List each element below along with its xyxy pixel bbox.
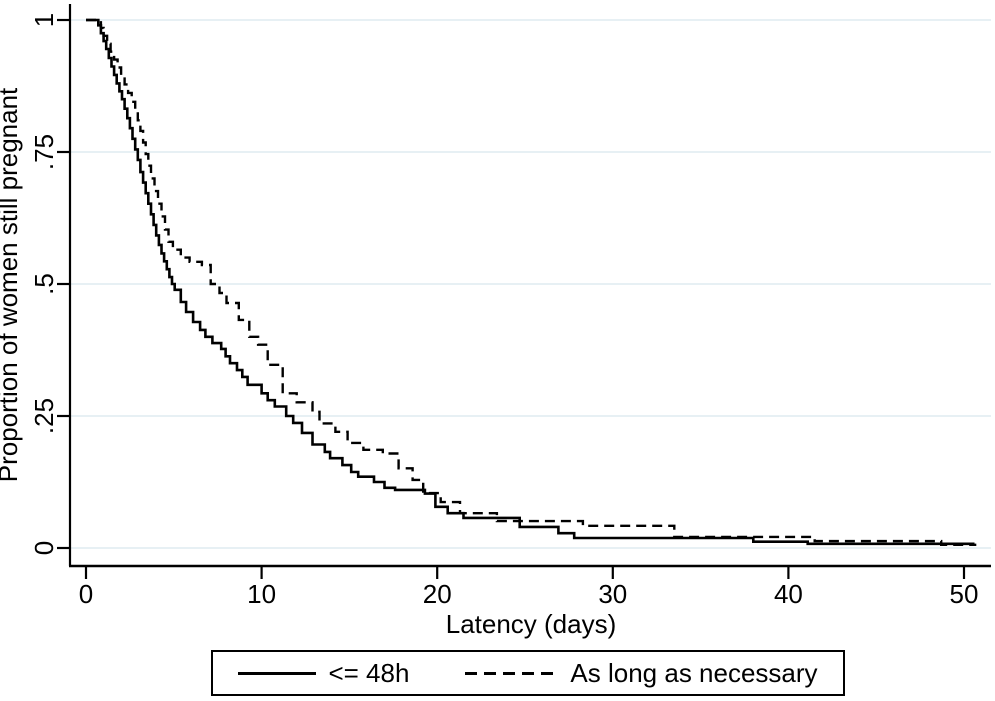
x-tick-label: 20: [423, 579, 452, 609]
legend-solid-line-sample: [238, 671, 317, 675]
legend-label-dashed: As long as necessary: [570, 658, 818, 688]
x-tick-label: 30: [598, 579, 627, 609]
y-axis-title: Proportion of women still pregnant: [0, 87, 23, 482]
legend-dashed-line-sample: [465, 671, 558, 675]
x-tick-label: 10: [247, 579, 276, 609]
x-axis-title: Latency (days): [446, 609, 617, 639]
y-tick-label: .5: [29, 273, 59, 295]
legend: <= 48h As long as necessary: [211, 650, 845, 696]
legend-label-solid: <= 48h: [328, 658, 410, 688]
survival-curve-48h: [86, 18, 975, 546]
y-tick-label: .25: [29, 398, 59, 434]
survival-curve-as-long-as-necessary: [86, 18, 977, 546]
x-tick-label: 0: [79, 579, 93, 609]
x-tick-label: 40: [774, 579, 803, 609]
x-tick-label: 50: [950, 579, 979, 609]
y-tick-label: 1: [29, 13, 59, 27]
y-tick-label: 0: [29, 541, 59, 555]
y-tick-label: .75: [29, 134, 59, 170]
